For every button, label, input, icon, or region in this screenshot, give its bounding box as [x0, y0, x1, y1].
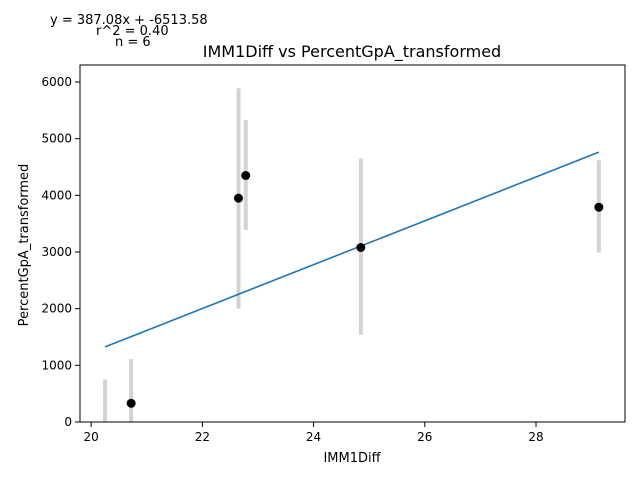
x-tick-label: 26: [417, 430, 432, 444]
r-squared: r^2 = 0.40: [96, 24, 169, 39]
chart-title: IMM1Diff vs PercentGpA_transformed: [203, 42, 501, 62]
x-tick-label: 22: [195, 430, 210, 444]
y-tick-label: 3000: [41, 245, 72, 259]
y-tick-label: 5000: [41, 132, 72, 146]
x-tick-label: 24: [306, 430, 321, 444]
fit-equation: y = 387.08x + -6513.58: [50, 13, 208, 28]
x-tick-label: 28: [528, 430, 543, 444]
y-tick-label: 0: [64, 415, 72, 429]
fit-line: [104, 151, 600, 348]
data-point: [126, 398, 136, 408]
data-point: [594, 202, 604, 212]
plot-area: 20 22 24 26 28 0 1000 2000 3000 4000 5000 6000: [41, 64, 626, 444]
y-tick-label: 1000: [41, 358, 72, 372]
data-point: [233, 193, 243, 203]
axes-frame: [79, 64, 626, 423]
y-tick-label: 2000: [41, 302, 72, 316]
data-point: [356, 242, 366, 252]
x-tick-label: 20: [83, 430, 98, 444]
x-axis-label: IMM1Diff: [323, 451, 381, 466]
y-tick-label: 6000: [41, 75, 72, 89]
y-tick-label: 4000: [41, 188, 72, 202]
sample-count: n = 6: [115, 35, 151, 50]
data-point: [241, 171, 251, 180]
y-axis-label: PercentGpA_transformed: [17, 164, 32, 327]
